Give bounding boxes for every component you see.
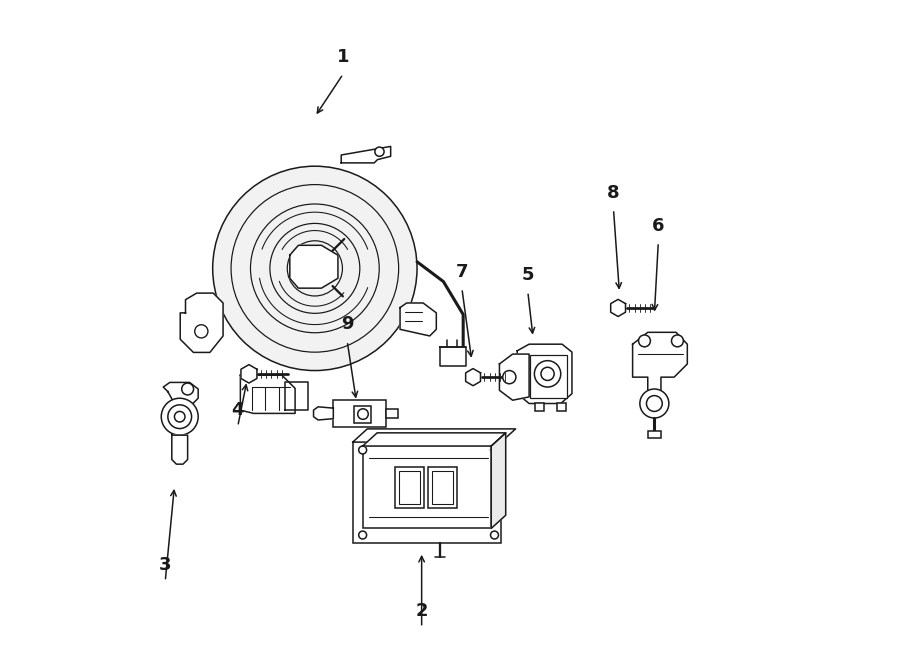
Circle shape bbox=[640, 389, 669, 418]
Text: 2: 2 bbox=[416, 602, 428, 620]
Polygon shape bbox=[518, 344, 572, 404]
Bar bbox=[535, 403, 544, 411]
Circle shape bbox=[535, 361, 561, 387]
Bar bbox=[333, 401, 386, 426]
Polygon shape bbox=[491, 433, 506, 528]
Text: 5: 5 bbox=[521, 266, 534, 284]
Circle shape bbox=[646, 396, 662, 411]
Polygon shape bbox=[313, 407, 333, 420]
Circle shape bbox=[491, 446, 499, 454]
Polygon shape bbox=[240, 375, 295, 413]
Circle shape bbox=[638, 335, 651, 347]
Polygon shape bbox=[241, 365, 256, 383]
Bar bbox=[530, 355, 567, 399]
Circle shape bbox=[671, 335, 683, 347]
Bar bbox=[355, 406, 371, 422]
Bar bbox=[363, 446, 491, 528]
Polygon shape bbox=[633, 332, 688, 394]
Circle shape bbox=[357, 409, 368, 419]
Text: 4: 4 bbox=[231, 401, 244, 419]
Polygon shape bbox=[611, 299, 625, 316]
Polygon shape bbox=[290, 246, 338, 288]
Text: 6: 6 bbox=[652, 216, 664, 234]
Bar bbox=[428, 467, 456, 508]
Circle shape bbox=[168, 405, 192, 428]
Polygon shape bbox=[465, 369, 481, 386]
Circle shape bbox=[503, 371, 516, 384]
Circle shape bbox=[359, 446, 366, 454]
Bar bbox=[395, 467, 424, 508]
Circle shape bbox=[374, 147, 384, 156]
Bar bbox=[353, 442, 501, 543]
Circle shape bbox=[359, 531, 366, 539]
Polygon shape bbox=[180, 293, 223, 352]
Text: 9: 9 bbox=[341, 315, 354, 334]
Text: 8: 8 bbox=[608, 183, 620, 201]
Circle shape bbox=[491, 531, 499, 539]
Polygon shape bbox=[172, 435, 187, 464]
Bar bbox=[400, 471, 419, 504]
Polygon shape bbox=[285, 382, 309, 410]
Text: 7: 7 bbox=[455, 263, 468, 281]
Polygon shape bbox=[163, 383, 198, 404]
Polygon shape bbox=[400, 303, 436, 336]
Circle shape bbox=[182, 383, 194, 395]
Circle shape bbox=[175, 411, 185, 422]
Circle shape bbox=[541, 367, 554, 381]
Circle shape bbox=[212, 166, 417, 371]
Circle shape bbox=[194, 325, 208, 338]
Bar bbox=[432, 471, 453, 504]
Bar bbox=[557, 403, 566, 411]
Text: 1: 1 bbox=[337, 48, 349, 66]
Circle shape bbox=[161, 399, 198, 435]
Polygon shape bbox=[353, 429, 516, 442]
Polygon shape bbox=[500, 354, 529, 401]
Polygon shape bbox=[363, 433, 506, 446]
Polygon shape bbox=[440, 348, 466, 366]
Polygon shape bbox=[341, 146, 391, 163]
Bar bbox=[386, 409, 398, 418]
Bar bbox=[648, 431, 661, 438]
Text: 3: 3 bbox=[159, 556, 172, 574]
